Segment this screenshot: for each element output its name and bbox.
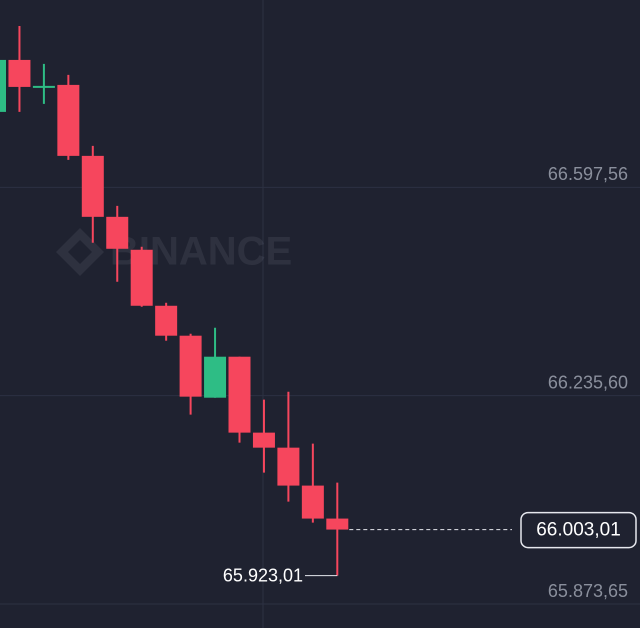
candle-body <box>32 85 55 88</box>
y-tick-label: 66.597,56 <box>548 164 628 184</box>
candle-body <box>155 305 178 336</box>
candle-body <box>301 485 324 519</box>
candle-body <box>179 335 202 397</box>
candle-body <box>228 356 251 433</box>
last-price-box <box>520 511 637 549</box>
candle-body <box>326 518 349 530</box>
low-marker-label: 65.923,01 <box>223 565 303 585</box>
candle-body <box>0 59 6 112</box>
last-price-label: 66.003,01 <box>536 520 621 541</box>
candle-body <box>130 249 153 306</box>
candle-body <box>252 432 275 448</box>
candle-body <box>204 356 227 398</box>
candle-body <box>106 216 129 249</box>
candle-body <box>57 84 80 156</box>
candle-body <box>81 155 104 217</box>
y-tick-label: 65.873,65 <box>548 581 628 601</box>
candle-body <box>277 447 300 486</box>
candle-body <box>8 59 31 87</box>
y-tick-label: 66.235,60 <box>548 372 628 392</box>
